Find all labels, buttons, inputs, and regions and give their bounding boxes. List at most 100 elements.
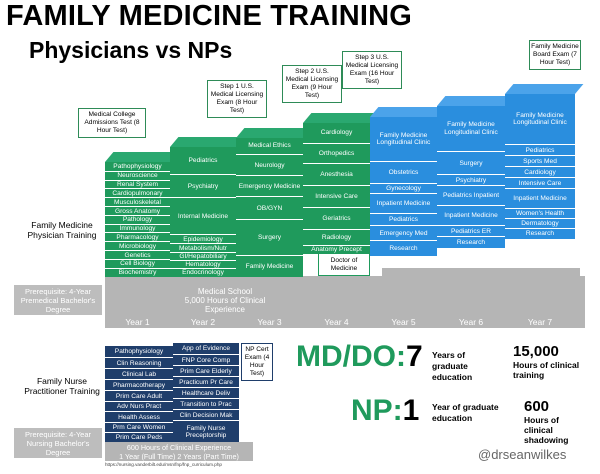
np-hours-num: 600: [524, 398, 550, 415]
np-column-2: App of Evidence FNP Core Comp Prim Care …: [173, 343, 239, 443]
np-course-cell: Practicum Pr Care: [173, 376, 239, 388]
course-cell: Cell Biology: [105, 258, 170, 269]
year-5-label: Year 5: [391, 317, 416, 327]
step1-exam-box: Step 1 U.S. Medical Licensing Exam (8 Ho…: [207, 80, 267, 118]
course-cell: Hematology: [170, 260, 236, 269]
year-4-label: Year 4: [324, 317, 349, 327]
np-years-label: Year of graduate education: [432, 402, 499, 423]
year-2-column: Pediatrics Psychiatry Internal Medicine …: [170, 147, 236, 277]
course-cell: Family Medicine: [236, 255, 303, 277]
np-hours-label: Hours of clinical shadowing: [524, 415, 569, 445]
course-cell: Research: [505, 228, 575, 239]
np-course-cell: Prim Care Elderly: [173, 365, 239, 377]
prereq-md: Prerequisite: 4-Year Premedical Bachelor…: [14, 285, 102, 315]
np-training-label: Family Nurse Practitioner Training: [24, 376, 100, 396]
np-course-cell: Prm Care Women: [105, 422, 173, 433]
md-stat: MD/DO:7: [296, 340, 423, 378]
course-cell: Pediatrics: [370, 213, 437, 226]
year-5-column: Family Medicine Longitudinal Clinic Obst…: [370, 117, 437, 256]
md-hours-label: Hours of clinical training: [513, 360, 580, 380]
page-title: FAMILY MEDICINE TRAINING: [6, 0, 412, 32]
year-1-column: Pathophysiology Neuroscience Renal Syste…: [105, 162, 170, 277]
course-cell: Pathology: [105, 214, 170, 225]
year-6-column: Family Medicine Longitudinal Clinic Surg…: [437, 106, 505, 248]
course-cell: Anesthesia: [303, 163, 370, 186]
course-cell: Pediatrics: [170, 147, 236, 174]
np-course-cell: Clin Reasoning: [105, 357, 173, 369]
course-cell: Psychiatry: [437, 174, 505, 186]
course-cell: Neuroscience: [105, 170, 170, 181]
course-cell: Gross Anatomy: [105, 206, 170, 216]
year-1-label: Year 1: [125, 317, 150, 327]
year-6-label: Year 6: [458, 317, 484, 327]
np-course-cell: Prim Care Peds: [105, 432, 173, 443]
np-course-cell: Healthcare Deliv: [173, 387, 239, 399]
course-cell: Pediatrics Inpatient: [437, 185, 505, 206]
np-course-cell: Transition to Prac: [173, 398, 239, 410]
course-cell: Women's Health: [505, 208, 575, 219]
course-cell: OB/GYN: [236, 196, 303, 220]
course-cell: GI/Hepatobiliary: [170, 252, 236, 261]
md-years-label: Years of graduate education: [432, 350, 473, 382]
np-prefix: NP:: [351, 394, 403, 427]
np-course-cell: Adv Nurs Pract: [105, 401, 173, 412]
year-3-column: Medical Ethics Neurology Emergency Medic…: [236, 138, 303, 277]
course-cell: Research: [437, 236, 505, 248]
course-cell: Emergency Med: [370, 225, 437, 241]
course-cell: Pediatrics ER: [437, 225, 505, 237]
board-exam-box: Family Medicine Board Exam (7 Hour Test): [529, 40, 581, 70]
course-cell: Endocrinology: [170, 268, 236, 277]
md-hours: 15,000: [513, 343, 559, 360]
course-cell: Microbiology: [105, 241, 170, 251]
prereq-np: Prerequisite: 4-Year Nursing Bachelor's …: [14, 428, 102, 458]
course-cell: Geriatrics: [303, 207, 370, 230]
course-cell: Obstetrics: [370, 161, 437, 184]
course-cell: Cardiology: [303, 123, 370, 143]
course-cell: Research: [370, 240, 437, 256]
course-cell: Epidemiology: [170, 234, 236, 244]
course-cell: Biochemistry: [105, 267, 170, 277]
np-column-1: Pathophysiology Clin Reasoning Clinical …: [105, 346, 173, 443]
course-cell: Family Medicine Longitudinal Clinic: [437, 106, 505, 151]
year-7-column: Family Medicine Longitudinal Clinic Pedi…: [505, 94, 575, 239]
np-course-cell: Family Nurse Preceptorship: [173, 420, 239, 443]
course-cell: Metabolism/Nutr: [170, 243, 236, 253]
course-cell: Psychiatry: [170, 174, 236, 198]
doctor-of-medicine-box: Doctor of Medicine: [318, 253, 370, 276]
md-years: 7: [405, 340, 423, 373]
course-cell: Musculoskeletal: [105, 197, 170, 207]
course-cell: Radiology: [303, 229, 370, 246]
course-cell: Family Medicine Longitudinal Clinic: [505, 94, 575, 144]
np-course-cell: Clinical Lab: [105, 368, 173, 380]
course-cell: Emergency Medicine: [236, 175, 303, 197]
np-hours-bar: 600 Hours of Clinical Experience 1 Year (…: [105, 442, 253, 461]
np-course-cell: Prim Care Adult: [105, 390, 173, 402]
md-prefix: MD/DO:: [296, 340, 406, 373]
year-7-label: Year 7: [527, 317, 553, 327]
year-2-label: Year 2: [190, 317, 216, 327]
course-cell: Pathophysiology: [105, 162, 170, 171]
course-cell: Genetics: [105, 250, 170, 260]
np-course-cell: FNP Core Comp: [173, 354, 239, 366]
course-cell: Surgery: [236, 219, 303, 256]
course-cell: Anatomy Precept: [303, 245, 370, 254]
course-cell: Orthopedics: [303, 143, 370, 164]
np-stat: NP:1: [351, 394, 419, 428]
training-base: [105, 276, 585, 328]
course-cell: Family Medicine Longitudinal Clinic: [370, 117, 437, 161]
mcat-exam-box: Medical College Admissions Test (8 Hour …: [78, 108, 146, 138]
step2-exam-box: Step 2 U.S. Medical Licensing Exam (9 Ho…: [282, 65, 342, 103]
step3-exam-box: Step 3 U.S. Medical Licensing Exam (16 H…: [342, 51, 402, 89]
np-course-cell: App of Evidence: [173, 343, 239, 354]
course-cell: Dermatology: [505, 218, 575, 229]
course-cell: Medical Ethics: [236, 138, 303, 154]
page-subtitle: Physicians vs NPs: [29, 37, 233, 63]
np-years: 1: [402, 394, 420, 427]
physician-training-label: Family Medicine Physician Training: [27, 220, 97, 240]
course-cell: Inpatient Medicine: [370, 193, 437, 214]
np-course-cell: Pharmacotherapy: [105, 379, 173, 391]
course-cell: Immunology: [105, 223, 170, 234]
med-school-label: Medical School 5,000 Hours of Clinical Ex…: [184, 287, 266, 314]
np-course-cell: Clin Decision Mak: [173, 409, 239, 421]
course-cell: Internal Medicine: [170, 197, 236, 235]
